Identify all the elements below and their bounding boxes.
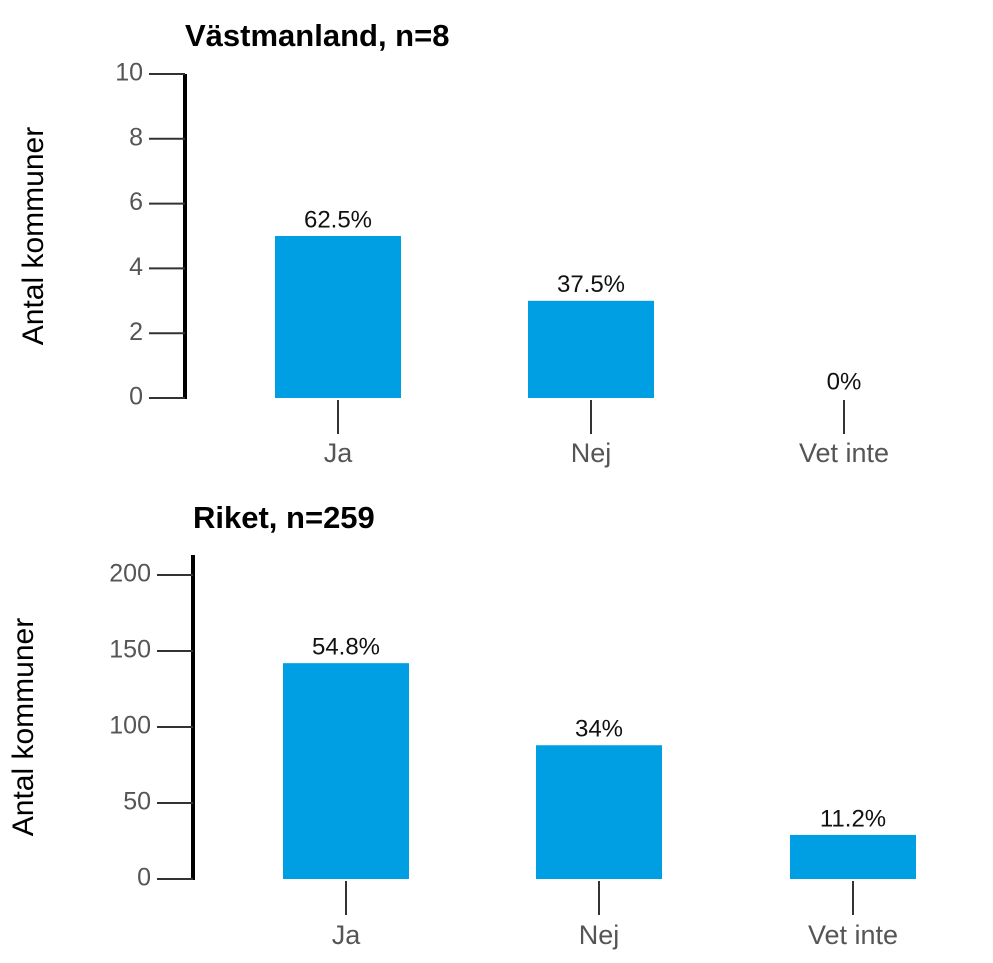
- x-tick-label: Nej: [571, 438, 612, 468]
- bar: [283, 663, 409, 879]
- chart-title: Västmanland, n=8: [185, 18, 449, 53]
- x-tick-label: Vet inte: [799, 438, 889, 468]
- y-tick-label: 0: [129, 383, 143, 411]
- y-tick-label: 4: [129, 253, 143, 281]
- value-label: 34%: [575, 716, 623, 743]
- bar: [275, 236, 401, 398]
- y-tick-label: 8: [129, 123, 143, 151]
- value-label: 54.8%: [312, 634, 380, 661]
- bar: [536, 745, 662, 879]
- value-label: 37.5%: [557, 271, 625, 298]
- y-tick-label: 150: [109, 636, 151, 664]
- value-label: 62.5%: [304, 206, 372, 233]
- chart-title: Riket, n=259: [193, 500, 375, 535]
- value-label: 0%: [827, 368, 862, 395]
- y-tick-label: 2: [129, 318, 143, 346]
- x-tick-label: Ja: [332, 920, 362, 950]
- bar: [790, 834, 916, 879]
- x-tick-label: Ja: [324, 438, 354, 468]
- bar: [528, 300, 654, 398]
- y-tick-label: 50: [123, 788, 151, 816]
- y-axis-label: Antal kommuner: [17, 127, 50, 345]
- value-label: 11.2%: [820, 805, 886, 832]
- x-tick-label: Nej: [579, 920, 620, 950]
- y-tick-label: 200: [109, 560, 151, 588]
- y-axis-label: Antal kommuner: [7, 618, 40, 836]
- y-tick-label: 0: [137, 864, 151, 892]
- y-tick-label: 6: [129, 188, 143, 216]
- y-tick-label: 10: [115, 59, 143, 87]
- y-tick-label: 100: [109, 712, 151, 740]
- x-tick-label: Vet inte: [808, 920, 898, 950]
